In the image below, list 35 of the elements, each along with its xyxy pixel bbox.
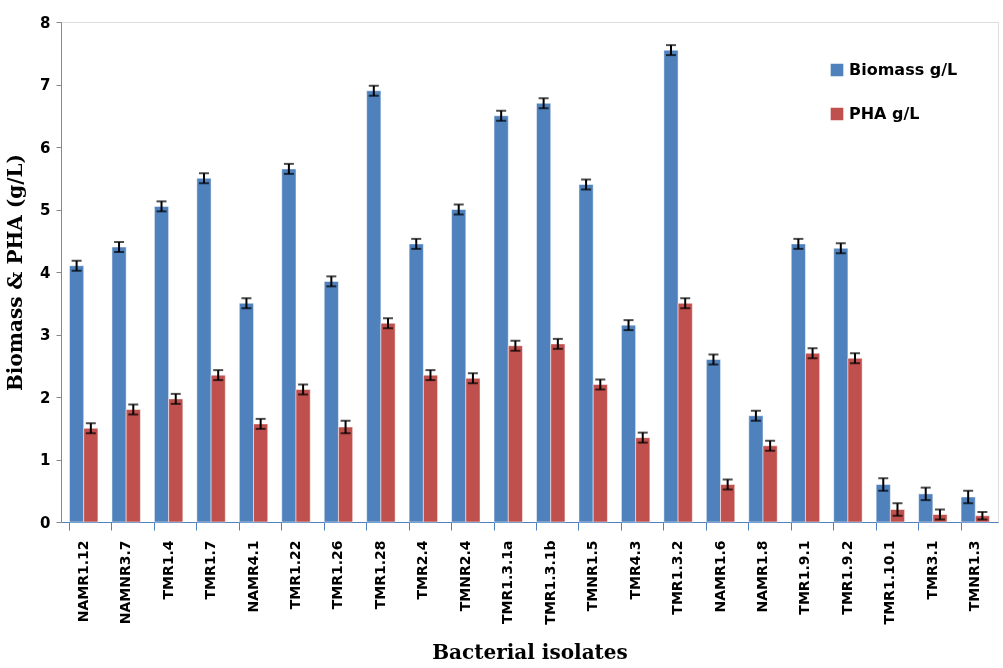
x-tick-label: TMR1.22 — [286, 540, 303, 610]
x-tick-label: TMR1.26 — [329, 540, 346, 610]
x-tick-label: NAMR1.8 — [754, 540, 771, 613]
x-tick-label: TMR4.3 — [626, 540, 643, 600]
legend-label: PHA g/L — [849, 104, 920, 123]
x-tick-label: TMNR1.3 — [966, 540, 983, 612]
x-tick-label: TMNR1.5 — [584, 540, 601, 612]
x-tick-label: TMR1.4 — [159, 540, 176, 600]
x-tick-label: TMR1.9.1 — [796, 540, 813, 615]
legend-label: Biomass g/L — [849, 60, 958, 79]
x-tick-label: NAMR4.1 — [244, 540, 261, 613]
y-tick-label: 4 — [40, 263, 51, 282]
x-tick-label: TMNR2.4 — [456, 540, 473, 612]
x-tick-label: TMR1.7 — [202, 540, 219, 600]
x-tick-label: TMR1.3.1a — [499, 540, 516, 625]
y-tick-label: 6 — [40, 138, 51, 157]
x-tick-label: NAMR1.6 — [711, 540, 728, 613]
x-axis-title: Bacterial isolates — [432, 639, 628, 664]
x-tick-label: TMR1.3.1b — [541, 540, 558, 625]
y-tick-label: 2 — [40, 388, 51, 407]
x-tick-label: TMR3.1 — [923, 540, 940, 600]
x-tick-label: TMR1.10.1 — [881, 540, 898, 625]
x-tick-label: TMR1.9.2 — [838, 540, 855, 615]
x-tick-label: NAMNR3.7 — [117, 540, 134, 625]
x-tick-label: TMR1.28 — [371, 540, 388, 610]
y-tick-label: 8 — [40, 13, 51, 32]
y-tick-label: 3 — [40, 326, 51, 344]
y-tick-label: 5 — [40, 201, 51, 219]
y-tick-label: 7 — [40, 76, 51, 94]
y-tick-label: 0 — [40, 513, 51, 532]
x-tick-label: TMR2.4 — [414, 540, 431, 600]
x-tick-label: TMR1.3.2 — [669, 540, 686, 615]
x-tick-label: NAMR1.12 — [74, 540, 91, 623]
y-axis-title: Biomass & PHA (g/L) — [3, 153, 28, 392]
y-tick-label: 1 — [40, 451, 51, 469]
